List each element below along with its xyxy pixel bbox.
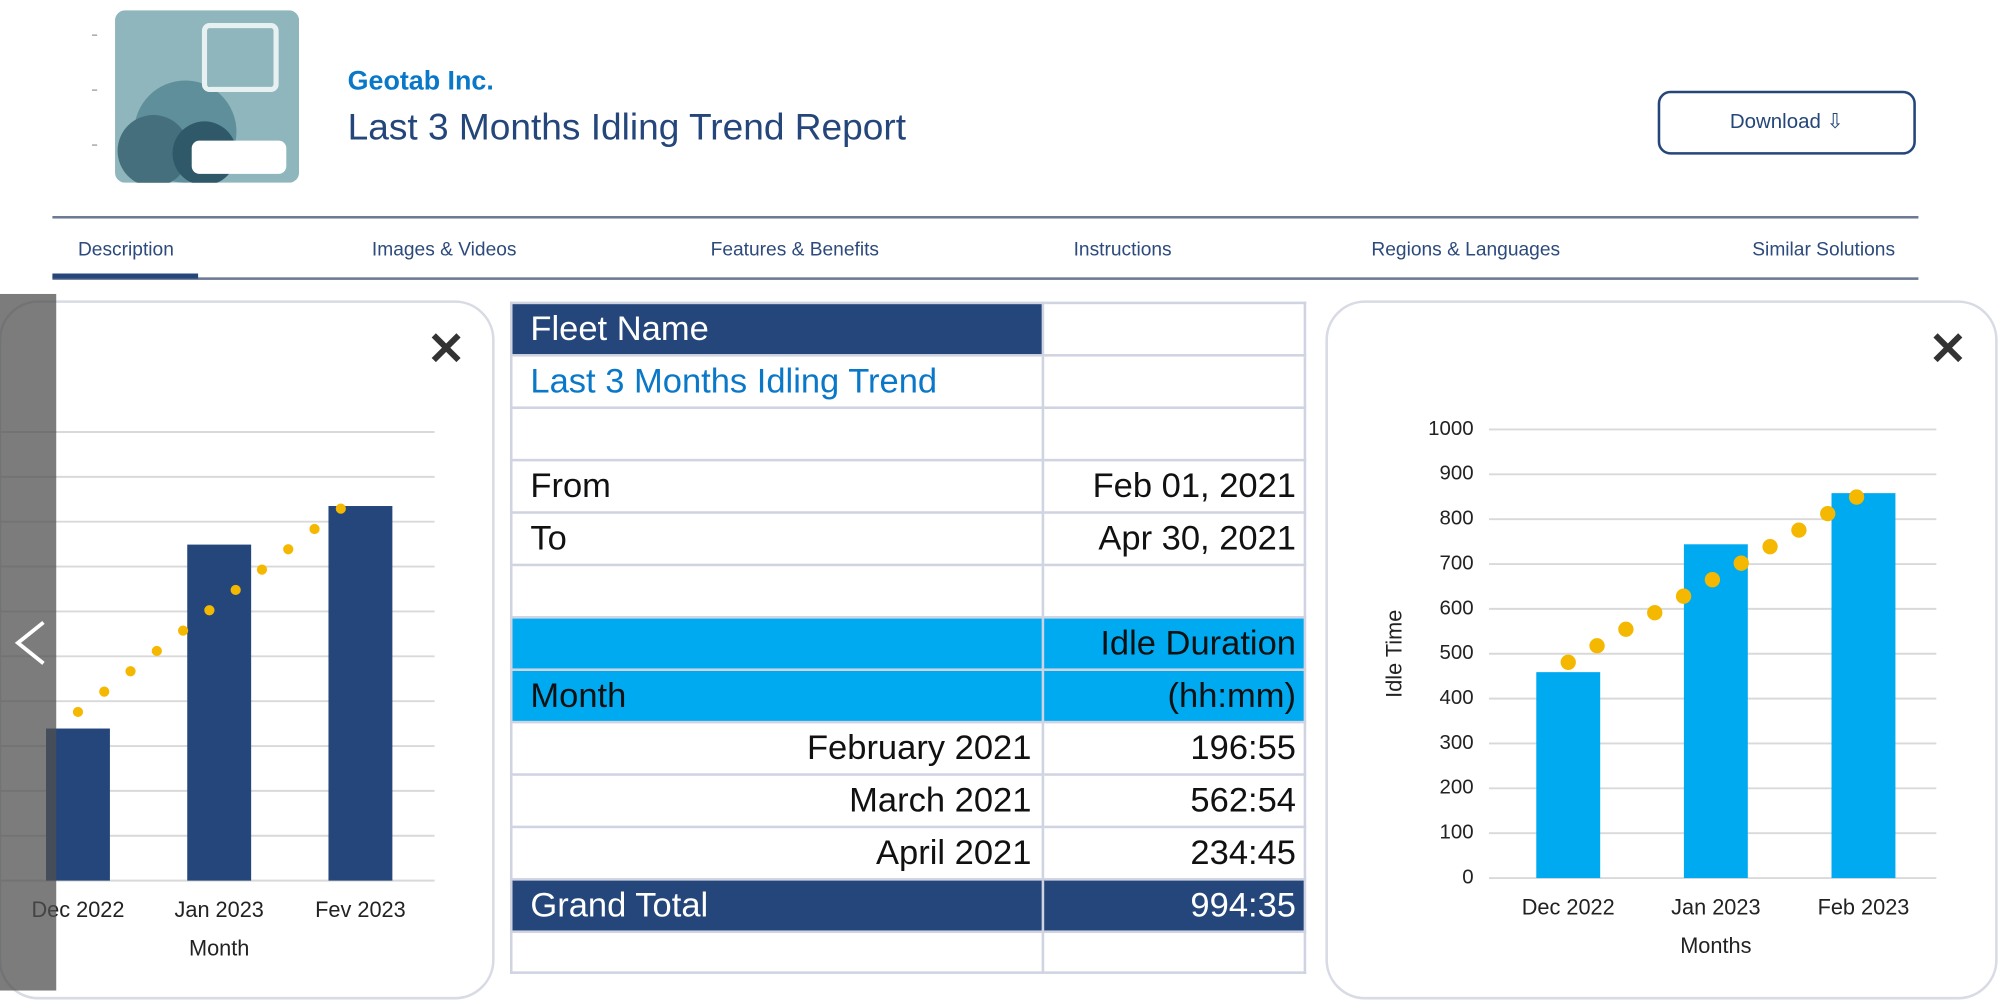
x-tick-label: Fev 2023 [315,897,406,922]
cell: Grand Total [509,878,1045,934]
cell: Idle Duration [1041,616,1307,672]
cell: 196:55 [1041,720,1307,776]
dash [92,34,98,36]
cell: Feb 01, 2021 [1041,458,1307,514]
tab[interactable]: Features & Benefits [710,239,879,261]
x-tick-label: Feb 2023 [1818,894,1910,919]
dash [92,144,98,146]
x-axis-title: Months [1680,933,1751,958]
cell: Fleet Name [509,301,1045,357]
bar [328,506,393,881]
cell: 994:35 [1041,878,1307,934]
y-tick-label: 100 [1440,821,1474,844]
cell: To [509,511,1045,567]
bar [46,728,110,881]
close-button[interactable]: ✕ [1928,322,1968,375]
cell: From [509,458,1045,514]
bar [1683,544,1748,879]
cell: Apr 30, 2021 [1041,511,1307,567]
y-tick-label: 900 [1440,462,1474,485]
report-title: Last 3 Months Idling Trend Report [347,107,906,149]
y-tick-label: 300 [1440,731,1474,754]
y-tick-label: 0 [1462,865,1473,888]
cell: 234:45 [1041,825,1307,881]
cell: Last 3 Months Idling Trend [509,354,1045,409]
tab[interactable]: Similar Solutions [1752,239,1896,261]
y-tick-label: 500 [1440,641,1474,664]
company: Geotab Inc. [347,66,494,96]
close-button[interactable]: ✕ [426,322,466,375]
chevron [14,620,45,665]
download-label: Download [1729,111,1821,133]
cell: March 2021 [509,773,1045,829]
y-tick-label: 400 [1440,686,1474,709]
trendline [72,488,366,718]
bar [1536,672,1601,879]
y-tick-label: 200 [1440,776,1474,799]
right-card [1325,300,1998,1000]
tab[interactable]: Regions & Languages [1371,239,1561,261]
y-tick-label: 800 [1440,507,1474,530]
x-axis-title: Month [189,935,249,960]
tab-underline [52,273,199,279]
bar [1831,493,1896,879]
y-axis-title: Idle Time [1381,610,1406,698]
y-tick-label: 600 [1440,596,1474,619]
cell: February 2021 [509,720,1045,776]
x-tick-label: Jan 2023 [1671,894,1760,919]
cell: April 2021 [509,825,1045,881]
download-button[interactable]: Download ⇩ [1657,90,1916,155]
prev-button[interactable] [0,293,57,991]
tab[interactable]: Description [77,239,174,261]
x-tick-label: Dec 2022 [1522,894,1615,919]
tab[interactable]: Instructions [1073,239,1172,261]
cell: 562:54 [1041,773,1307,829]
trendline [1560,485,1872,670]
bar [187,544,252,881]
dash [92,89,98,91]
y-tick-label: 700 [1440,551,1474,574]
logo [115,10,300,183]
tab[interactable]: Images & Videos [371,239,517,261]
divider [52,277,1919,280]
x-tick-label: Jan 2023 [175,897,264,922]
cell: (hh:mm) [1041,668,1307,724]
report-table: Fleet Name Last 3 Months Idling Trend Fr… [509,301,1307,974]
y-tick-label: 1000 [1428,417,1473,440]
divider [52,215,1919,219]
cell: Month [509,668,1045,724]
